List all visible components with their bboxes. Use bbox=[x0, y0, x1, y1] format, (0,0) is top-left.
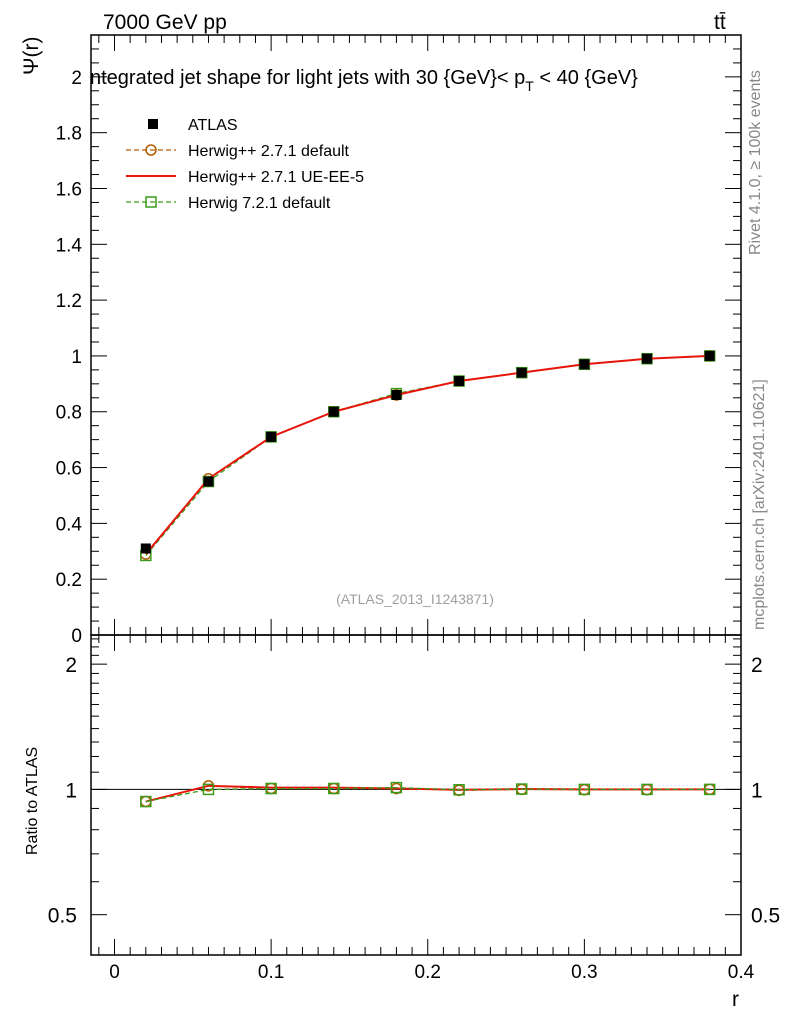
y-tick-label: 1 bbox=[71, 347, 82, 368]
ratio-y-tick-label-right: 2 bbox=[751, 654, 763, 677]
atlas-data-point bbox=[266, 431, 277, 442]
ratio-series-2-marker bbox=[328, 782, 340, 795]
ratio-y-tick-label: 2 bbox=[65, 654, 77, 677]
atlas-data-point bbox=[140, 543, 151, 554]
energy-label: 7000 GeV pp bbox=[103, 11, 227, 34]
ratio-axis-ticks: 0.5 0.5 1 1 2 2 bbox=[48, 638, 780, 956]
y-tick-label: 1.6 bbox=[56, 179, 82, 200]
x-axis-ticks: 0 0.1 0.2 0.3 0.4 bbox=[98, 35, 755, 983]
main-series bbox=[140, 350, 716, 562]
ratio-y-tick-label: 0.5 bbox=[48, 905, 77, 928]
ratio-y-tick-label: 1 bbox=[65, 779, 77, 802]
title-main: ntegrated jet shape for light jets with … bbox=[90, 67, 525, 89]
y-tick-label: 0 bbox=[71, 626, 82, 647]
y-tick-label: 1.8 bbox=[56, 124, 82, 145]
legend-marker bbox=[145, 144, 157, 156]
atlas-data-point bbox=[203, 476, 214, 487]
series-3-line bbox=[145, 355, 710, 556]
ratio-series-2-marker bbox=[265, 782, 277, 795]
y-tick-label: 0.4 bbox=[56, 514, 83, 535]
y-tick-label: 1.2 bbox=[56, 291, 82, 312]
ratio-series-2-marker bbox=[140, 795, 152, 808]
analysis-watermark: (ATLAS_2013_I1243871) bbox=[336, 591, 494, 607]
ratio-series bbox=[140, 780, 716, 808]
x-tick-label: 0.2 bbox=[415, 962, 441, 983]
legend-label: Herwig++ 2.7.1 UE-EE-5 bbox=[188, 169, 364, 186]
ratio-series-2-marker bbox=[578, 783, 591, 796]
legend-marker bbox=[145, 196, 157, 208]
title-subscript: T bbox=[525, 78, 534, 94]
x-tick-label: 0.1 bbox=[258, 962, 284, 983]
y-tick-label: 0.6 bbox=[56, 459, 82, 480]
process-label: tt̄ bbox=[714, 11, 726, 34]
main-axis-ticks: 0 0.2 0.4 0.6 0.8 1 1.2 1.4 1.6 1.8 2 bbox=[56, 48, 741, 647]
mcplots-label: mcplots.cern.ch [arXiv:2401.10621] bbox=[751, 379, 768, 630]
atlas-data-point bbox=[579, 359, 590, 370]
title-tail: < 40 {GeV} bbox=[534, 67, 638, 89]
ratio-series-2-line bbox=[145, 786, 710, 803]
y-tick-label: 2 bbox=[71, 68, 82, 89]
series-2-line bbox=[145, 354, 710, 555]
y-tick-label: 0.8 bbox=[56, 403, 82, 424]
ratio-series-2-marker bbox=[453, 784, 465, 796]
x-tick-label: 0.3 bbox=[571, 962, 597, 983]
plot-title: ntegrated jet shape for light jets with … bbox=[90, 67, 638, 94]
atlas-data-point bbox=[328, 406, 339, 417]
y-tick-label: 0.2 bbox=[56, 570, 82, 591]
atlas-data-point bbox=[454, 376, 465, 387]
x-axis-label: r bbox=[732, 988, 739, 1011]
ratio-series-2-marker bbox=[703, 783, 716, 796]
ratio-series-2-marker bbox=[515, 783, 528, 795]
ratio-y-tick-label-right: 0.5 bbox=[751, 905, 780, 928]
legend-label: Herwig++ 2.7.1 default bbox=[188, 143, 350, 160]
x-tick-label: 0.4 bbox=[728, 962, 755, 983]
atlas-data-point bbox=[516, 367, 527, 378]
legend-label: ATLAS bbox=[188, 117, 238, 134]
ratio-y-tick-label-right: 1 bbox=[751, 779, 763, 802]
series-1-line bbox=[145, 355, 710, 555]
x-tick-label: 0 bbox=[109, 962, 120, 983]
legend-label: Herwig 7.2.1 default bbox=[188, 195, 331, 212]
ratio-series-2-marker bbox=[202, 783, 215, 796]
legend: ATLAS Herwig++ 2.7.1 default Herwig++ 2.7.… bbox=[126, 117, 364, 212]
y-tick-label: 1.4 bbox=[56, 235, 83, 256]
ratio-y-axis-label: Ratio to ATLAS bbox=[24, 747, 41, 855]
atlas-data-point bbox=[642, 353, 653, 364]
y-axis-label: Ψ(r) bbox=[20, 36, 43, 75]
atlas-data-point bbox=[391, 390, 402, 400]
rivet-label: Rivet 4.1.0, ≥ 100k events bbox=[747, 70, 764, 255]
atlas-data-point bbox=[704, 350, 715, 361]
legend-marker-atlas bbox=[148, 119, 158, 129]
ratio-series-2-marker bbox=[390, 781, 403, 794]
ratio-series-2-marker bbox=[641, 783, 653, 796]
ratio-panel-frame bbox=[90, 634, 742, 956]
